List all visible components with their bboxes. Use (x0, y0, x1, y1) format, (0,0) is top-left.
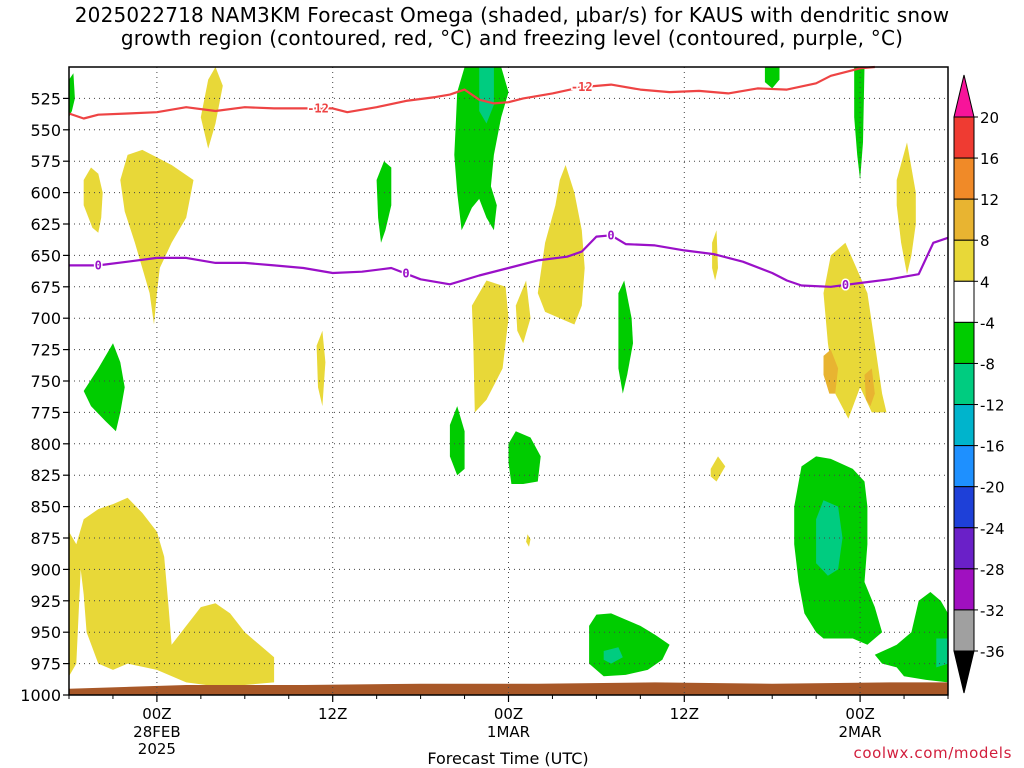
x-tick-label-6: 00Z (142, 705, 171, 723)
colorbar-bin-3 (953, 239, 975, 282)
colorbar-label-3: 8 (980, 232, 990, 250)
colorbar-bin-6 (953, 362, 975, 406)
omega-region-14 (864, 368, 875, 407)
y-tick-label-825: 825 (30, 466, 61, 485)
y-tick-label-900: 900 (30, 560, 61, 579)
y-tick-label-700: 700 (30, 309, 61, 328)
y-tick-label-625: 625 (30, 215, 61, 234)
y-tick-label-875: 875 (30, 529, 61, 548)
omega-region-22 (449, 406, 465, 476)
omega-region-17 (376, 161, 392, 243)
omega-region-18 (454, 67, 509, 231)
y-tick-label-800: 800 (30, 435, 61, 454)
x-tick-label-54: 00Z (845, 705, 874, 723)
colorbar-label-13: -36 (980, 643, 1005, 661)
contour-label-0: 0 (95, 258, 102, 272)
colorbar-bin-11 (953, 568, 975, 611)
colorbar-bin-2 (953, 198, 975, 241)
y-tick-label-750: 750 (30, 372, 61, 391)
colorbar-label-12: -32 (980, 602, 1005, 620)
colorbar-label-11: -28 (980, 561, 1005, 579)
omega-region-21 (618, 280, 633, 394)
contour-label-0: 0 (607, 228, 614, 242)
colorbar-label-0: 20 (980, 109, 999, 127)
colorbar-label-7: -12 (980, 397, 1005, 415)
y-tick-label-925: 925 (30, 592, 61, 611)
colorbar-bin-0 (953, 116, 975, 159)
omega-region-0 (83, 167, 103, 233)
credit-text: coolwx.com/models (854, 744, 1013, 762)
colorbar-label-9: -20 (980, 479, 1005, 497)
omega-region-2 (200, 67, 223, 149)
contour-label--12: -12 (307, 101, 329, 115)
colorbar-bin-10 (953, 527, 975, 570)
omega-region-16 (69, 73, 75, 118)
y-tick-label-575: 575 (30, 152, 61, 171)
colorbar-label-6: -8 (980, 355, 995, 373)
colorbar-top-arrow (953, 74, 975, 118)
omega-region-28 (936, 638, 948, 668)
omega-region-4 (316, 330, 326, 407)
colorbar-bin-1 (953, 157, 975, 200)
colorbar-label-1: 16 (980, 150, 999, 168)
title-line-2: growth region (contoured, red, °C) and f… (120, 26, 904, 50)
contour-label-0: 0 (402, 267, 409, 281)
colorbar-label-4: 4 (980, 273, 990, 291)
colorbar-label-2: 12 (980, 191, 999, 209)
omega-region-29 (603, 647, 623, 664)
x-tick-sublabel-54-0: 2MAR (839, 723, 882, 741)
colorbar-bin-7 (953, 404, 975, 447)
y-tick-label-725: 725 (30, 341, 61, 360)
y-tick-label-675: 675 (30, 278, 61, 297)
x-tick-label-42: 12Z (670, 705, 699, 723)
chart-title: 2025022718 NAM3KM Forecast Omega (shaded… (0, 4, 1024, 50)
colorbar-bottom-arrow (953, 650, 975, 694)
colorbar-label-5: -4 (980, 314, 995, 332)
colorbar-bin-8 (953, 445, 975, 488)
omega-region-20 (854, 67, 865, 180)
colorbar-bin-9 (953, 486, 975, 529)
omega-region-23 (508, 431, 541, 484)
contour-label--12: -12 (571, 80, 593, 94)
omega-region-3 (69, 497, 275, 687)
contour-0 (69, 234, 949, 288)
x-tick-sublabel-30-0: 1MAR (487, 723, 530, 741)
colorbar-label-10: -24 (980, 520, 1005, 538)
x-tick-sublabel-6-1: 2025 (138, 740, 176, 758)
y-tick-label-950: 950 (30, 623, 61, 642)
x-tick-label-18: 12Z (318, 705, 347, 723)
omega-region-13 (823, 349, 839, 394)
y-tick-label-775: 775 (30, 403, 61, 422)
y-tick-label-650: 650 (30, 246, 61, 265)
omega-region-19 (764, 67, 780, 89)
y-tick-label-975: 975 (30, 655, 61, 674)
ground-surface (69, 682, 948, 695)
title-line-1: 2025022718 NAM3KM Forecast Omega (shaded… (74, 3, 950, 27)
omega-region-7 (537, 165, 585, 325)
omega-region-5 (471, 280, 509, 413)
colorbar-label-8: -16 (980, 438, 1005, 456)
x-tick-label-30: 00Z (494, 705, 523, 723)
omega-region-12 (896, 142, 916, 275)
y-tick-label-1000: 1000 (20, 686, 61, 705)
omega-region-30 (479, 67, 494, 124)
y-tick-label-550: 550 (30, 121, 61, 140)
contour-label-0: 0 (842, 278, 849, 292)
omega-region-8 (526, 534, 531, 547)
colorbar-bin-12 (953, 609, 975, 652)
colorbar-bin-4 (953, 280, 975, 323)
x-axis-label: Forecast Time (UTC) (427, 749, 588, 768)
colorbar-bin-5 (953, 321, 975, 364)
omega-region-15 (83, 343, 125, 432)
omega-region-26 (874, 592, 948, 683)
y-tick-label-525: 525 (30, 89, 61, 108)
omega-region-6 (515, 280, 531, 344)
y-tick-label-600: 600 (30, 184, 61, 203)
x-tick-sublabel-6-0: 28FEB (133, 723, 180, 741)
contour--12 (68, 65, 875, 120)
y-tick-label-850: 850 (30, 498, 61, 517)
